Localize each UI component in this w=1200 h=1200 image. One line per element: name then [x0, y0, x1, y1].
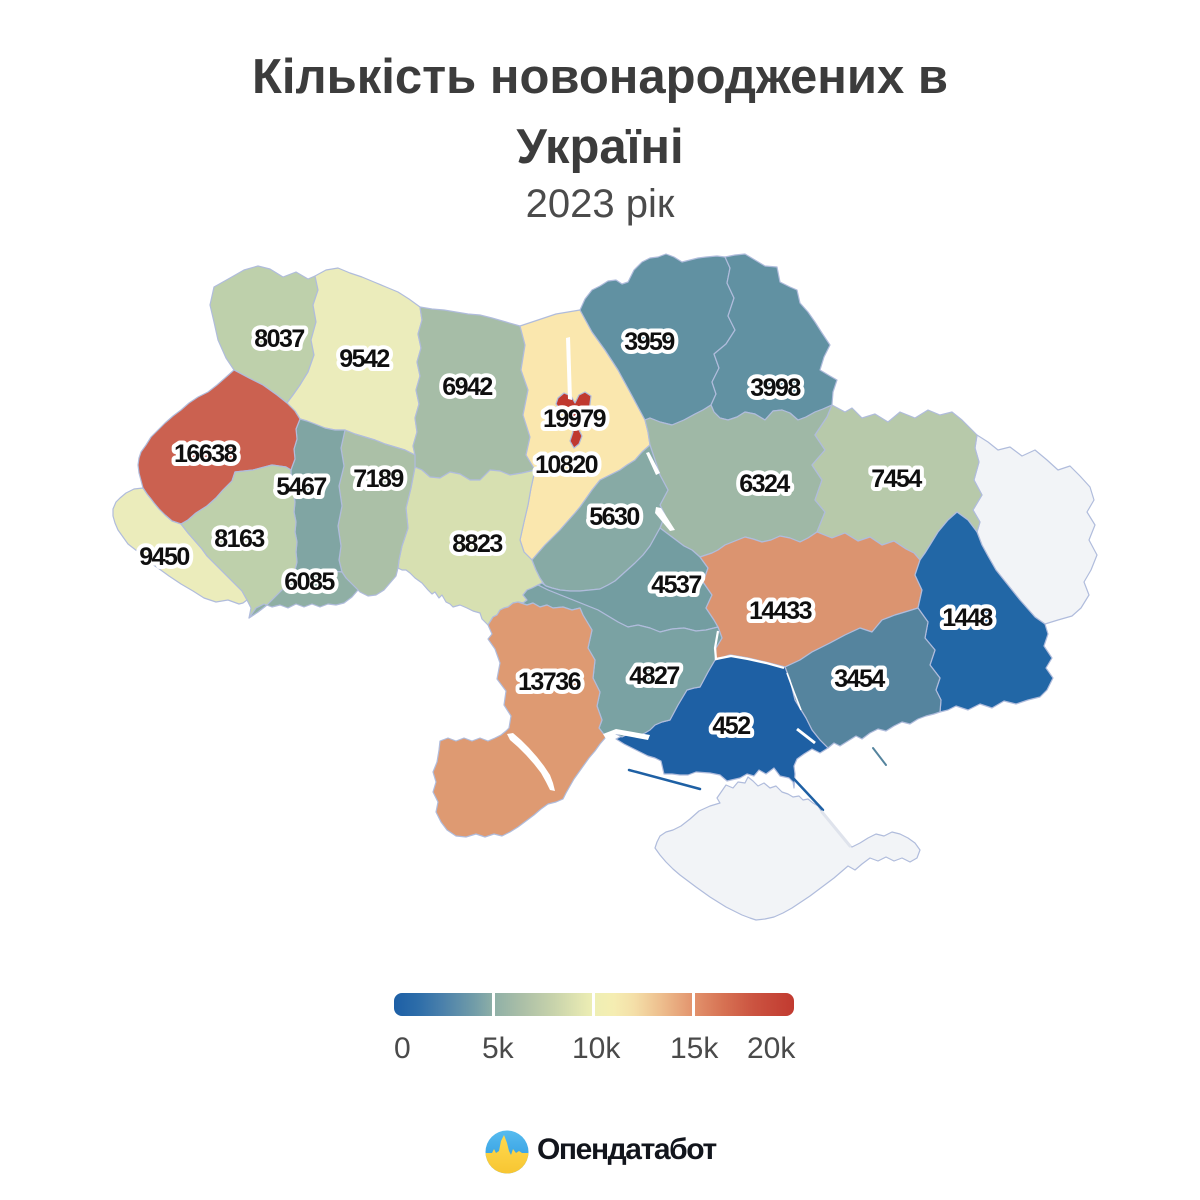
svg-text:7189: 7189 — [353, 465, 403, 493]
svg-text:3998: 3998 — [750, 374, 801, 402]
svg-text:16638: 16638 — [174, 440, 238, 468]
svg-text:9450: 9450 — [139, 543, 189, 571]
svg-text:8037: 8037 — [254, 325, 304, 353]
svg-text:10820: 10820 — [535, 451, 598, 479]
svg-text:4827: 4827 — [629, 662, 679, 690]
svg-text:9542: 9542 — [339, 345, 389, 373]
svg-text:6324: 6324 — [739, 470, 790, 498]
svg-text:3454: 3454 — [834, 665, 885, 693]
svg-text:8823: 8823 — [452, 530, 502, 558]
svg-text:6942: 6942 — [442, 373, 492, 401]
svg-text:452: 452 — [712, 712, 750, 740]
svg-text:3959: 3959 — [624, 328, 674, 356]
svg-text:1448: 1448 — [942, 604, 993, 632]
svg-text:4537: 4537 — [651, 571, 701, 599]
svg-text:14433: 14433 — [749, 597, 812, 625]
svg-text:6085: 6085 — [284, 568, 335, 596]
svg-text:5467: 5467 — [276, 473, 326, 501]
svg-text:8163: 8163 — [214, 525, 264, 553]
svg-text:7454: 7454 — [871, 465, 922, 493]
svg-text:19979: 19979 — [543, 405, 606, 433]
svg-text:5630: 5630 — [589, 503, 639, 531]
svg-text:13736: 13736 — [518, 668, 581, 696]
